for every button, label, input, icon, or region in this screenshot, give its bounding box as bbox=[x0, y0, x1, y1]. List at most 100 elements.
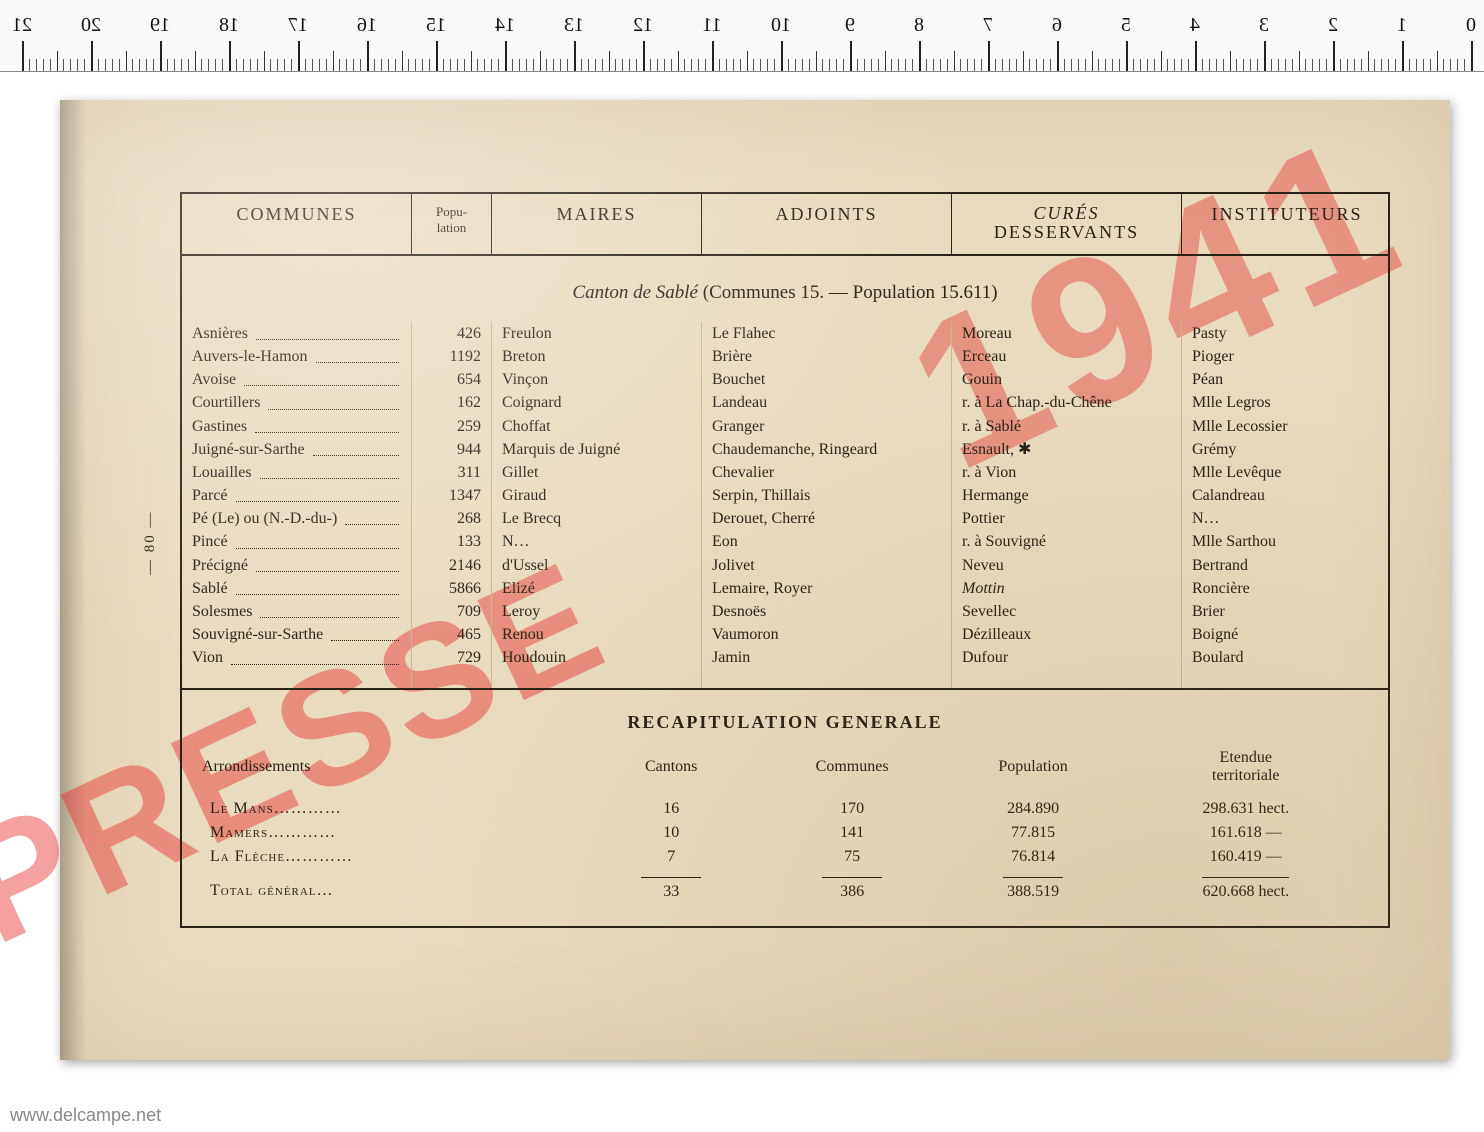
ruler-tick-mm bbox=[284, 59, 285, 71]
commune-name: Gastines bbox=[192, 415, 247, 438]
ruler-tick-half bbox=[126, 51, 127, 71]
table-cell: 133 bbox=[422, 530, 481, 553]
recap-th: Etendue territoriale bbox=[1124, 749, 1368, 797]
ruler-tick-mm bbox=[705, 59, 706, 71]
ruler-tick-mm bbox=[105, 59, 106, 71]
ruler-tick-mm bbox=[615, 59, 616, 71]
table-cell: Louailles bbox=[192, 461, 401, 484]
ruler-label: 4 bbox=[1190, 14, 1200, 37]
table-cell: Giraud bbox=[502, 484, 691, 507]
ruler-tick-mm bbox=[822, 59, 823, 71]
ruler-tick-cm bbox=[1471, 41, 1473, 71]
ruler-label: 3 bbox=[1259, 14, 1269, 37]
ruler-tick-mm bbox=[774, 59, 775, 71]
ruler-tick-mm bbox=[1119, 59, 1120, 71]
table-cell: 654 bbox=[422, 368, 481, 391]
ruler-tick-mm bbox=[1285, 59, 1286, 71]
ruler-tick-mm bbox=[857, 59, 858, 71]
ruler-tick-mm bbox=[484, 59, 485, 71]
ruler-tick-cm bbox=[988, 41, 990, 71]
ruler-tick-mm bbox=[684, 59, 685, 71]
document-page: 1941 PRESSE — 80 — COMMUNES Popu- lation… bbox=[60, 100, 1450, 1060]
ruler-tick-mm bbox=[464, 59, 465, 71]
ruler-tick-half bbox=[1230, 51, 1231, 71]
ruler-tick-mm bbox=[181, 59, 182, 71]
ruler-tick-mm bbox=[98, 59, 99, 71]
ruler-tick-cm bbox=[1333, 41, 1335, 71]
leader-dots bbox=[231, 646, 399, 664]
ruler-label: 16 bbox=[357, 14, 377, 37]
ruler-tick-mm bbox=[1278, 59, 1279, 71]
commune-name: Solesmes bbox=[192, 600, 252, 623]
table-cell: Gouin bbox=[962, 368, 1171, 391]
ruler-tick-half bbox=[747, 51, 748, 71]
leader-dots bbox=[260, 600, 399, 618]
canton-title: Canton de Sablé (Communes 15. — Populati… bbox=[182, 256, 1388, 322]
table-cell: Landeau bbox=[712, 391, 941, 414]
recap-total-cell: 620.668 hect. bbox=[1124, 869, 1368, 904]
table-cell: Mlle Legros bbox=[1192, 391, 1382, 414]
recap-cell: 141 bbox=[762, 821, 943, 845]
ruler-tick-mm bbox=[422, 59, 423, 71]
col-cures: MoreauErceauGouinr. à La Chap.-du-Chêner… bbox=[952, 322, 1182, 688]
table-cell: 268 bbox=[422, 507, 481, 530]
ruler-tick-mm bbox=[1105, 59, 1106, 71]
recap-head-row: ArrondissementsCantonsCommunesPopulation… bbox=[202, 749, 1368, 797]
ruler-tick-mm bbox=[291, 59, 292, 71]
table-cell: Chaudemanche, Ringeard bbox=[712, 438, 941, 461]
ruler-tick-half bbox=[885, 51, 886, 71]
ruler-tick-mm bbox=[429, 59, 430, 71]
ruler-tick-mm bbox=[270, 59, 271, 71]
leader-dots bbox=[244, 368, 399, 386]
ruler-tick-cm bbox=[505, 41, 507, 71]
recap-cell: Le Mans………… bbox=[202, 797, 581, 821]
ruler-label: 20 bbox=[81, 14, 101, 37]
leader-dots bbox=[316, 345, 399, 363]
table-cell: 1347 bbox=[422, 484, 481, 507]
table-cell: Sablé bbox=[192, 577, 401, 600]
ruler-tick-mm bbox=[491, 59, 492, 71]
ruler-label: 15 bbox=[426, 14, 446, 37]
ruler-tick-mm bbox=[1464, 59, 1465, 71]
ruler-tick-mm bbox=[1209, 59, 1210, 71]
ruler-tick-mm bbox=[1078, 59, 1079, 71]
ruler-tick-half bbox=[1437, 51, 1438, 71]
recap-cell: 298.631 hect. bbox=[1124, 797, 1368, 821]
ruler-tick-mm bbox=[1174, 59, 1175, 71]
ruler-tick-mm bbox=[188, 59, 189, 71]
ruler-label: 6 bbox=[1052, 14, 1062, 37]
ruler-label: 8 bbox=[914, 14, 924, 37]
table-cell: Grémy bbox=[1192, 438, 1382, 461]
table-cell: 709 bbox=[422, 600, 481, 623]
side-page-number: — 80 — bbox=[142, 511, 159, 576]
ruler-tick-mm bbox=[553, 59, 554, 71]
ruler-tick-mm bbox=[215, 59, 216, 71]
table-cell: Vion bbox=[192, 646, 401, 669]
ruler-tick-mm bbox=[153, 59, 154, 71]
ruler-tick-mm bbox=[1167, 59, 1168, 71]
ruler-tick-mm bbox=[1098, 59, 1099, 71]
table-cell: Le Flahec bbox=[712, 322, 941, 345]
table-cell: Leroy bbox=[502, 600, 691, 623]
table-cell: r. à Sablé bbox=[962, 415, 1171, 438]
recap-th: Cantons bbox=[581, 749, 762, 797]
table-cell: Jamin bbox=[712, 646, 941, 669]
recap-row: Le Mans…………16170284.890298.631 hect. bbox=[202, 797, 1368, 821]
recap-cell: 170 bbox=[762, 797, 943, 821]
ruler-label: 1 bbox=[1397, 14, 1407, 37]
ruler-tick-mm bbox=[650, 59, 651, 71]
table-cell: Juigné-sur-Sarthe bbox=[192, 438, 401, 461]
ruler-tick-mm bbox=[829, 59, 830, 71]
ruler-tick-mm bbox=[567, 59, 568, 71]
ruler-tick-mm bbox=[1423, 59, 1424, 71]
ruler-tick-half bbox=[609, 51, 610, 71]
ruler-tick-cm bbox=[850, 41, 852, 71]
recap-cell: Mamers………… bbox=[202, 821, 581, 845]
table-cell: Bouchet bbox=[712, 368, 941, 391]
th-maires: MAIRES bbox=[492, 194, 702, 254]
ruler-tick-cm bbox=[436, 41, 438, 71]
ruler-tick-mm bbox=[36, 59, 37, 71]
ruler-tick-half bbox=[540, 51, 541, 71]
ruler-tick-mm bbox=[1147, 59, 1148, 71]
ruler-tick-mm bbox=[1071, 59, 1072, 71]
